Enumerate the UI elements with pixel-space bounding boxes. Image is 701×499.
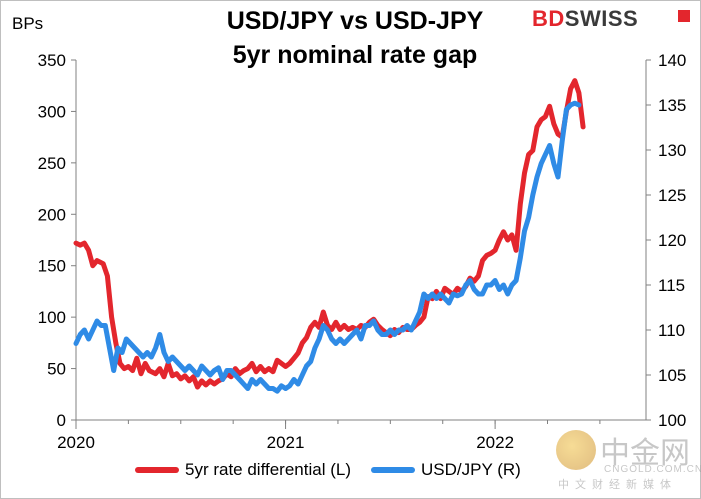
legend-swatch-rate-differential bbox=[135, 467, 179, 473]
chart-title: USD/JPY vs USD-JPY 5yr nominal rate gap bbox=[150, 4, 560, 72]
x-axis-tick-label: 2022 bbox=[476, 433, 514, 452]
brand-logo: BDSWISS bbox=[532, 6, 638, 32]
right-axis-tick-label: 130 bbox=[658, 141, 686, 160]
brand-logo-part-1: BD bbox=[532, 6, 565, 31]
brand-logo-part-2: SWISS bbox=[564, 6, 639, 31]
x-axis-tick-label: 2020 bbox=[57, 433, 95, 452]
left-axis-tick-label: 300 bbox=[38, 102, 66, 121]
right-axis-tick-label: 110 bbox=[658, 321, 685, 340]
chart-title-line-2: 5yr nominal rate gap bbox=[232, 41, 478, 69]
right-axis-tick-label: 105 bbox=[658, 366, 686, 385]
left-axis-tick-label: 250 bbox=[38, 154, 66, 173]
legend-item-rate-differential: 5yr rate differential (L) bbox=[135, 460, 351, 480]
watermark-coin-icon bbox=[556, 430, 596, 470]
right-axis-tick-label: 115 bbox=[658, 276, 685, 295]
x-axis-tick-label: 2021 bbox=[267, 433, 305, 452]
left-axis-tick-label: 350 bbox=[38, 51, 66, 70]
series-line-usdjpy bbox=[73, 100, 582, 394]
right-axis-tick-label: 120 bbox=[658, 231, 686, 250]
chart-title-line-1: USD/JPY vs USD-JPY bbox=[226, 7, 484, 35]
watermark-text-sub: 中文财经新媒体 bbox=[558, 478, 677, 491]
right-axis-tick-label: 100 bbox=[658, 411, 686, 430]
legend-label-rate-differential: 5yr rate differential (L) bbox=[185, 460, 351, 479]
legend-swatch-usdjpy bbox=[370, 467, 415, 473]
chart-legend: 5yr rate differential (L) USD/JPY (R) bbox=[135, 458, 541, 482]
left-axis-tick-label: 150 bbox=[38, 257, 66, 276]
series-line-rate-differential bbox=[73, 78, 586, 390]
left-axis-tick-label: 0 bbox=[57, 411, 66, 430]
left-axis-unit-label: BPs bbox=[12, 14, 44, 33]
watermark-text-cn: 中金网 bbox=[600, 436, 690, 471]
right-axis-tick-label: 125 bbox=[658, 186, 686, 205]
right-axis-tick-label: 135 bbox=[658, 96, 686, 115]
left-axis-tick-label: 100 bbox=[38, 308, 66, 327]
watermark-text-en: CNGOLD.COM.CN bbox=[604, 464, 701, 475]
left-axis-tick-label: 200 bbox=[38, 205, 66, 224]
brand-mark-icon bbox=[678, 10, 690, 22]
left-axis-tick-label: 50 bbox=[47, 360, 66, 379]
legend-label-usdjpy: USD/JPY (R) bbox=[420, 460, 521, 479]
legend-item-usdjpy: USD/JPY (R) bbox=[370, 460, 521, 480]
right-axis-tick-label: 140 bbox=[658, 51, 686, 70]
watermark: 中金网 CNGOLD.COM.CN 中文财经新媒体 bbox=[552, 428, 701, 492]
